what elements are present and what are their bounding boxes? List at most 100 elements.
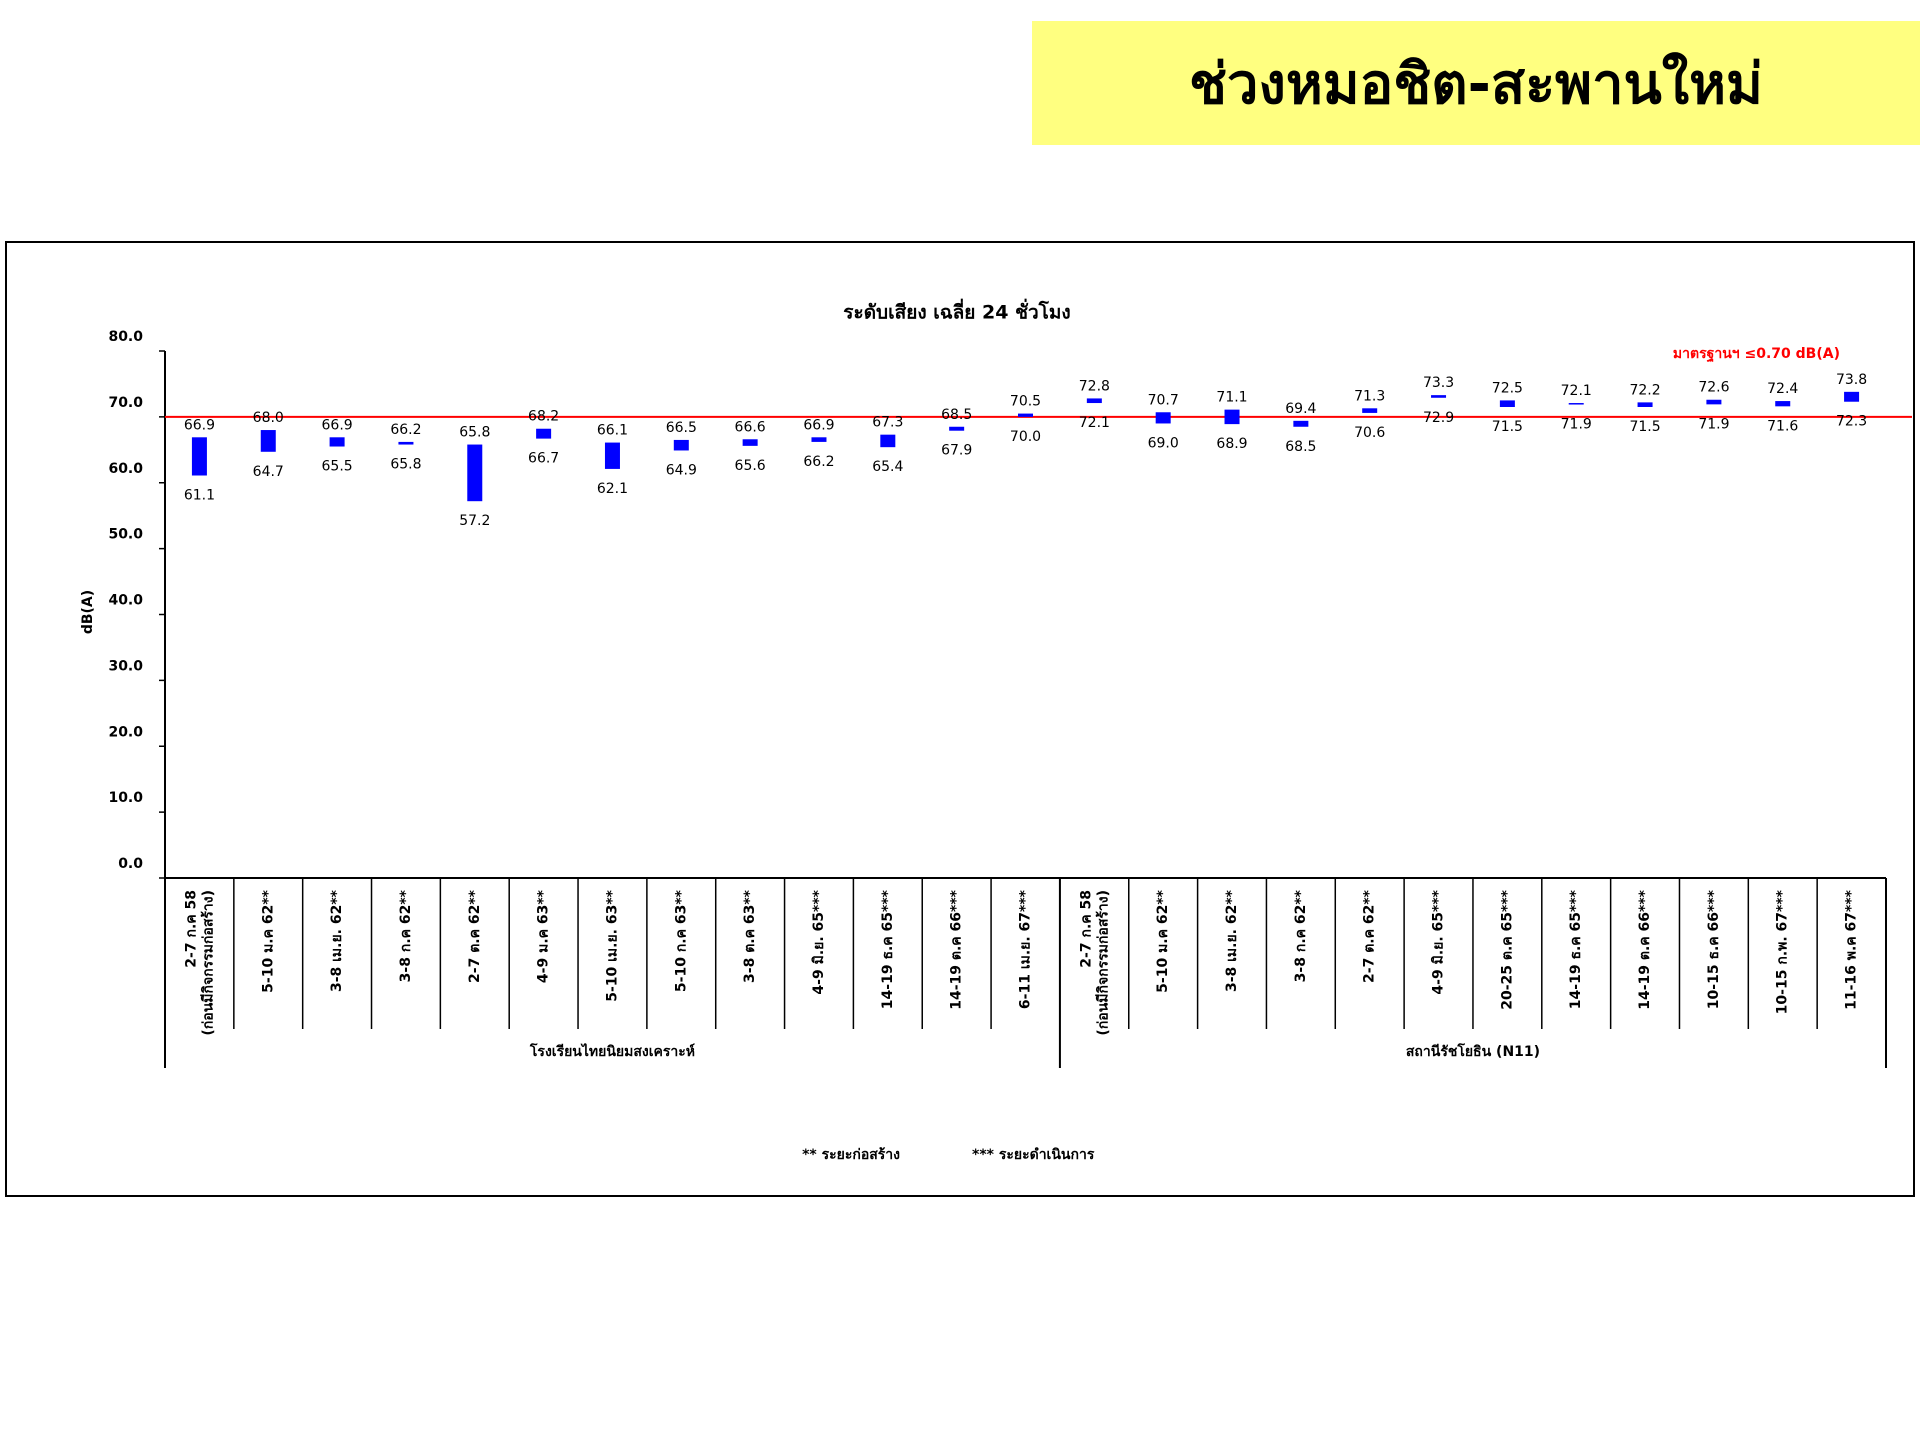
x-tick-label: 2-7 ต.ค 62** [467, 889, 483, 983]
value-label: 66.5 [666, 420, 697, 436]
value-label: 72.1 [1561, 383, 1592, 399]
value-label: 72.2 [1629, 382, 1660, 398]
value-label: 72.9 [1423, 410, 1454, 426]
group-label: สถานีรัชโยธิน (N11) [1406, 1042, 1540, 1060]
value-label: 71.9 [1561, 416, 1592, 432]
value-label: 68.5 [1285, 439, 1316, 455]
range-bar [1362, 408, 1378, 413]
chart-frame [5, 241, 1915, 1197]
x-tick-label: 14-19 ต.ค 66*** [949, 889, 965, 1009]
x-tick-label: 14-19 ต.ค 66*** [1637, 889, 1653, 1009]
range-bar [949, 426, 965, 431]
x-tick-label: 11-16 พ.ค 67*** [1844, 889, 1860, 1010]
x-tick-label: 6-11 เม.ย. 67*** [1018, 889, 1034, 1009]
x-tick-label: 3-8 ก.ค 62** [398, 889, 414, 982]
range-bar [673, 439, 689, 451]
value-label: 61.1 [184, 488, 215, 504]
value-label: 65.8 [390, 457, 421, 473]
range-bar [1224, 409, 1240, 425]
y-tick-label: 40.0 [108, 593, 143, 609]
y-tick-label: 10.0 [108, 790, 143, 806]
value-label: 65.8 [459, 425, 490, 441]
value-label: 57.2 [459, 513, 490, 529]
range-bar [1775, 401, 1791, 407]
value-label: 68.0 [253, 410, 284, 426]
value-label: 71.9 [1698, 416, 1729, 432]
value-label: 66.1 [597, 423, 628, 439]
range-bar [467, 444, 483, 502]
range-bar [1155, 412, 1171, 424]
range-bar [1293, 420, 1309, 427]
value-label: 72.6 [1698, 380, 1729, 396]
y-tick-label: 20.0 [108, 724, 143, 740]
range-bar [1706, 399, 1722, 405]
x-tick-label: 3-8 ต.ค 63** [742, 889, 758, 983]
value-label: 73.3 [1423, 375, 1454, 391]
x-tick-label: 3-8 เม.ย. 62** [329, 889, 345, 992]
value-label: 71.5 [1492, 419, 1523, 435]
value-label: 70.6 [1354, 425, 1385, 441]
y-axis-label: dB(A) [80, 590, 96, 634]
y-tick-label: 60.0 [108, 461, 143, 477]
x-tick-label: 5-10 ม.ค 62** [1155, 889, 1171, 992]
range-bar [1431, 395, 1447, 398]
page-title: ช่วงหมอชิต-สะพานใหม่ [1032, 21, 1920, 145]
x-tick-label: 14-19 ธ.ค 65*** [1568, 889, 1584, 1009]
value-label: 66.6 [735, 419, 766, 435]
x-tick-label: 20-25 ต.ค 65*** [1499, 889, 1515, 1009]
range-bar [398, 441, 414, 445]
x-tick-label: 4-9 ม.ค 63** [536, 889, 552, 983]
value-label: 73.8 [1836, 372, 1867, 388]
value-label: 69.4 [1285, 401, 1316, 417]
value-label: 65.4 [872, 459, 903, 475]
x-tick-label: 3-8 ก.ค 62** [1293, 889, 1309, 982]
value-label: 64.9 [666, 462, 697, 478]
value-label: 66.9 [184, 417, 215, 433]
value-label: 70.0 [1010, 429, 1041, 445]
value-label: 70.7 [1148, 392, 1179, 408]
value-label: 71.5 [1629, 419, 1660, 435]
range-bar [1086, 398, 1102, 404]
value-label: 72.5 [1492, 380, 1523, 396]
x-tick-label: 4-9 มิ.ย. 65*** [1431, 889, 1447, 994]
y-tick-label: 50.0 [108, 527, 143, 543]
range-bar [536, 428, 552, 439]
value-label: 72.1 [1079, 415, 1110, 431]
group-label: โรงเรียนไทยนิยมสงเคราะห์ [529, 1042, 695, 1060]
footnote: *** ระยะดำเนินการ [972, 1147, 1095, 1163]
value-label: 67.9 [941, 443, 972, 459]
range-bar [191, 437, 207, 476]
value-label: 67.3 [872, 415, 903, 431]
y-tick-label: 80.0 [108, 329, 143, 345]
footnote: ** ระยะก่อสร้าง [802, 1147, 900, 1163]
range-bar [1844, 391, 1860, 402]
range-bar [1018, 413, 1033, 417]
x-tick-label: 3-8 เม.ย. 62** [1224, 889, 1240, 992]
value-label: 72.3 [1836, 414, 1867, 430]
x-tick-label: 5-10 ม.ค 62** [260, 889, 276, 992]
value-label: 66.7 [528, 451, 559, 467]
value-label: 65.6 [735, 458, 766, 474]
value-label: 66.2 [390, 422, 421, 438]
value-label: 68.5 [941, 407, 972, 423]
x-tick-label-line: 2-7 ก.ค 58 [183, 890, 199, 968]
y-tick-label: 0.0 [118, 856, 143, 872]
x-tick-label-line: (ก่อนมีกิจกรรมก่อสร้าง) [200, 890, 216, 1036]
range-bar [604, 442, 620, 469]
y-tick-label: 70.0 [108, 395, 143, 411]
value-label: 64.7 [253, 464, 284, 480]
chart-title: ระดับเสียง เฉลี่ย 24 ชั่วโมง [843, 299, 1070, 324]
range-bar [329, 437, 345, 447]
value-label: 71.3 [1354, 388, 1385, 404]
value-label: 71.1 [1216, 390, 1247, 406]
value-label: 66.2 [803, 454, 834, 470]
x-tick-label: 10-15 ธ.ค 66*** [1706, 889, 1722, 1009]
y-tick-label: 30.0 [108, 658, 143, 674]
x-tick-label: 14-19 ธ.ค 65*** [880, 889, 896, 1009]
x-tick-label-line: 2-7 ก.ค 58 [1078, 890, 1094, 968]
x-tick-label: 2-7 ก.ค 58(ก่อนมีกิจกรรมก่อสร้าง) [183, 890, 216, 1036]
x-tick-label-line: (ก่อนมีกิจกรรมก่อสร้าง) [1095, 890, 1111, 1036]
value-label: 66.9 [322, 417, 353, 433]
x-tick-label: 2-7 ก.ค 58(ก่อนมีกิจกรรมก่อสร้าง) [1078, 890, 1111, 1036]
